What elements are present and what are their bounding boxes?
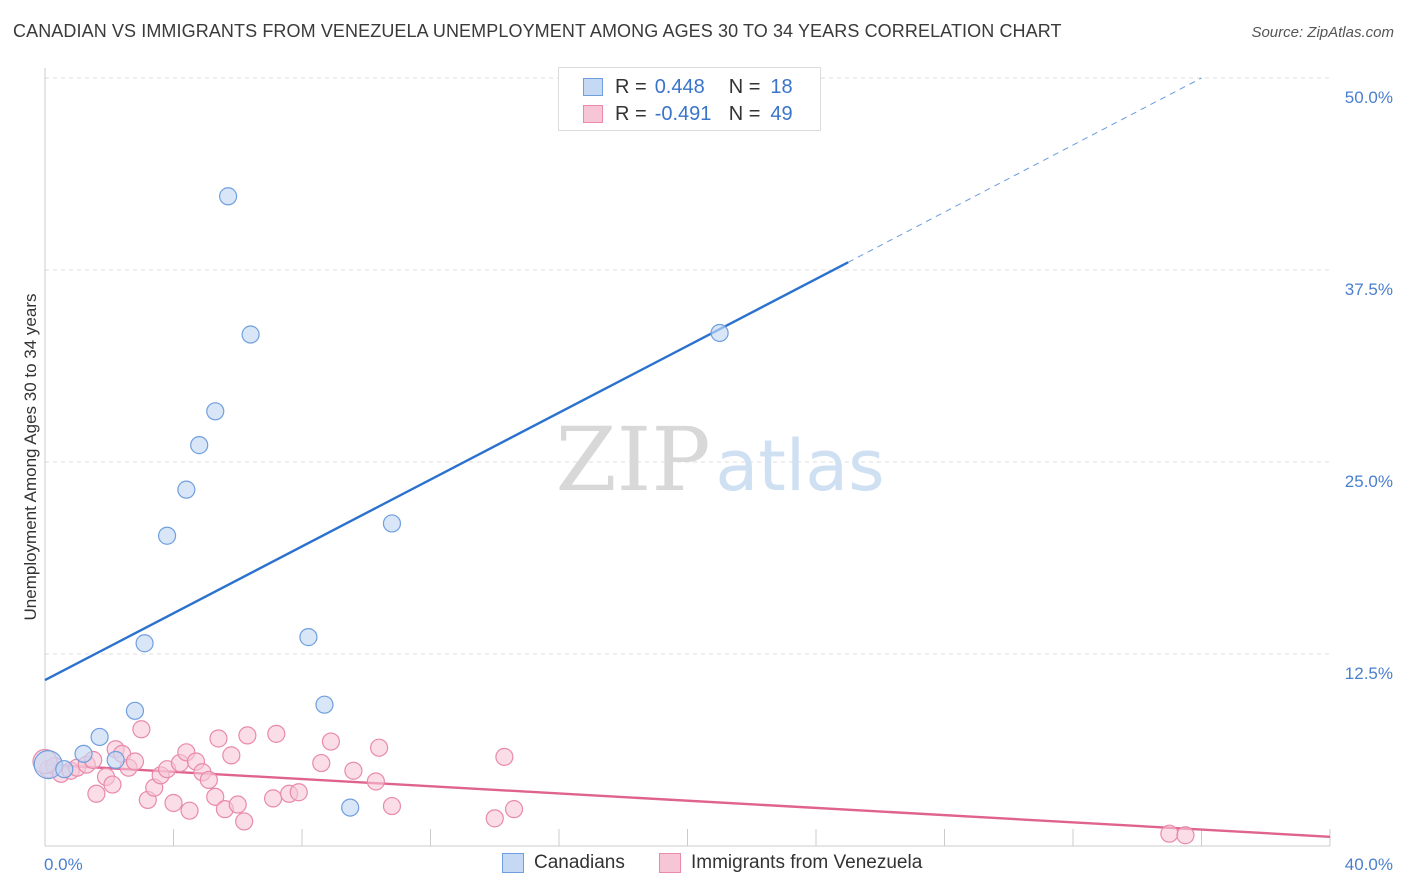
legend-row-canadians: R = 0.448 N = 18	[583, 74, 793, 100]
point-canadians-2[interactable]	[74, 744, 93, 763]
y-tick-label-0: 12.5%	[1345, 664, 1393, 683]
point-canadians-1[interactable]	[55, 760, 74, 779]
legend-swatch-canadians	[583, 78, 603, 96]
point-canadians-7[interactable]	[157, 526, 177, 545]
legend-swatch-canadians	[502, 853, 524, 873]
x-tick-label-1: 40.0%	[1345, 855, 1393, 874]
watermark: ZIP atlas	[555, 408, 884, 511]
point-canadians-15[interactable]	[341, 798, 360, 817]
point-venezuela-7[interactable]	[87, 784, 106, 803]
legend-n-value: 18	[770, 75, 793, 98]
x-tick-label-0: 0.0%	[44, 855, 83, 874]
point-venezuela-42[interactable]	[382, 796, 402, 816]
watermark-zip: ZIP	[555, 408, 710, 511]
point-venezuela-36[interactable]	[289, 783, 308, 802]
point-canadians-11[interactable]	[219, 187, 238, 206]
legend-swatch-venezuela	[583, 105, 603, 123]
point-venezuela-29[interactable]	[222, 746, 241, 765]
y-tick-label-2: 37.5%	[1345, 280, 1393, 299]
trend-extension-canadians	[847, 77, 1202, 263]
legend-item-canadians[interactable]: Canadians	[502, 852, 625, 874]
y-tick-label-1: 25.0%	[1345, 472, 1393, 491]
point-venezuela-45[interactable]	[504, 800, 524, 819]
point-venezuela-19[interactable]	[164, 793, 183, 813]
point-canadians-9[interactable]	[190, 436, 209, 455]
point-venezuela-22[interactable]	[180, 801, 199, 820]
axes	[44, 68, 1331, 847]
point-canadians-10[interactable]	[206, 402, 225, 421]
point-venezuela-41[interactable]	[370, 738, 389, 757]
correlation-legend: R = 0.448 N = 18 R = -0.491 N = 49	[558, 67, 821, 131]
point-venezuela-25[interactable]	[199, 770, 218, 790]
point-canadians-3[interactable]	[90, 727, 109, 747]
point-venezuela-34[interactable]	[267, 724, 286, 743]
legend-r-label: R =	[615, 102, 647, 125]
legend-r-value: -0.491	[654, 102, 712, 125]
point-venezuela-37[interactable]	[312, 753, 331, 773]
point-venezuela-43[interactable]	[485, 809, 504, 828]
point-canadians-12[interactable]	[241, 325, 260, 344]
point-venezuela-47[interactable]	[1176, 826, 1195, 845]
point-venezuela-27[interactable]	[209, 729, 228, 748]
point-venezuela-32[interactable]	[238, 726, 257, 745]
point-venezuela-46[interactable]	[1160, 824, 1179, 843]
legend-n-label: N =	[728, 75, 761, 98]
point-venezuela-44[interactable]	[495, 747, 514, 767]
point-venezuela-14[interactable]	[132, 720, 151, 739]
legend-n-value: 49	[770, 102, 793, 125]
point-venezuela-30[interactable]	[228, 795, 247, 814]
point-canadians-5[interactable]	[125, 701, 145, 720]
legend-n-label: N =	[728, 102, 761, 125]
point-canadians-4[interactable]	[106, 750, 125, 770]
point-canadians-17[interactable]	[710, 323, 729, 343]
point-venezuela-13[interactable]	[125, 752, 145, 771]
point-canadians-8[interactable]	[177, 480, 196, 499]
point-canadians-6[interactable]	[135, 634, 154, 653]
tick-labels: 12.5% 25.0% 37.5% 50.0% 0.0% 40.0%	[44, 88, 1393, 874]
point-canadians-16[interactable]	[382, 514, 402, 533]
point-venezuela-39[interactable]	[344, 761, 363, 780]
data-points	[32, 187, 1195, 845]
y-tick-label-3: 50.0%	[1345, 88, 1393, 107]
point-venezuela-38[interactable]	[321, 732, 341, 751]
point-canadians-14[interactable]	[315, 695, 334, 714]
point-canadians-13[interactable]	[299, 628, 318, 647]
legend-row-venezuela: R = -0.491 N = 49	[583, 101, 793, 127]
legend-r-value: 0.448	[654, 75, 705, 98]
chart-title: CANADIAN VS IMMIGRANTS FROM VENEZUELA UN…	[13, 21, 1062, 41]
trend-line-venezuela	[44, 763, 1331, 838]
series-legend: Canadians Immigrants from Venezuela	[0, 852, 1406, 876]
y-axis-label: Unemployment Among Ages 30 to 34 years	[21, 294, 40, 621]
legend-item-venezuela[interactable]: Immigrants from Venezuela	[659, 852, 922, 874]
source-credit: Source: ZipAtlas.com	[1251, 24, 1394, 41]
legend-label-canadians: Canadians	[534, 852, 625, 873]
legend-r-label: R =	[615, 75, 647, 98]
point-venezuela-26[interactable]	[206, 787, 225, 806]
point-venezuela-33[interactable]	[263, 789, 283, 808]
point-venezuela-40[interactable]	[366, 772, 385, 791]
legend-swatch-venezuela	[659, 853, 681, 873]
grid-lines	[45, 77, 1330, 655]
point-venezuela-31[interactable]	[235, 812, 254, 831]
watermark-atlas: atlas	[715, 425, 884, 507]
legend-label-venezuela: Immigrants from Venezuela	[691, 852, 923, 873]
point-venezuela-9[interactable]	[103, 775, 122, 794]
